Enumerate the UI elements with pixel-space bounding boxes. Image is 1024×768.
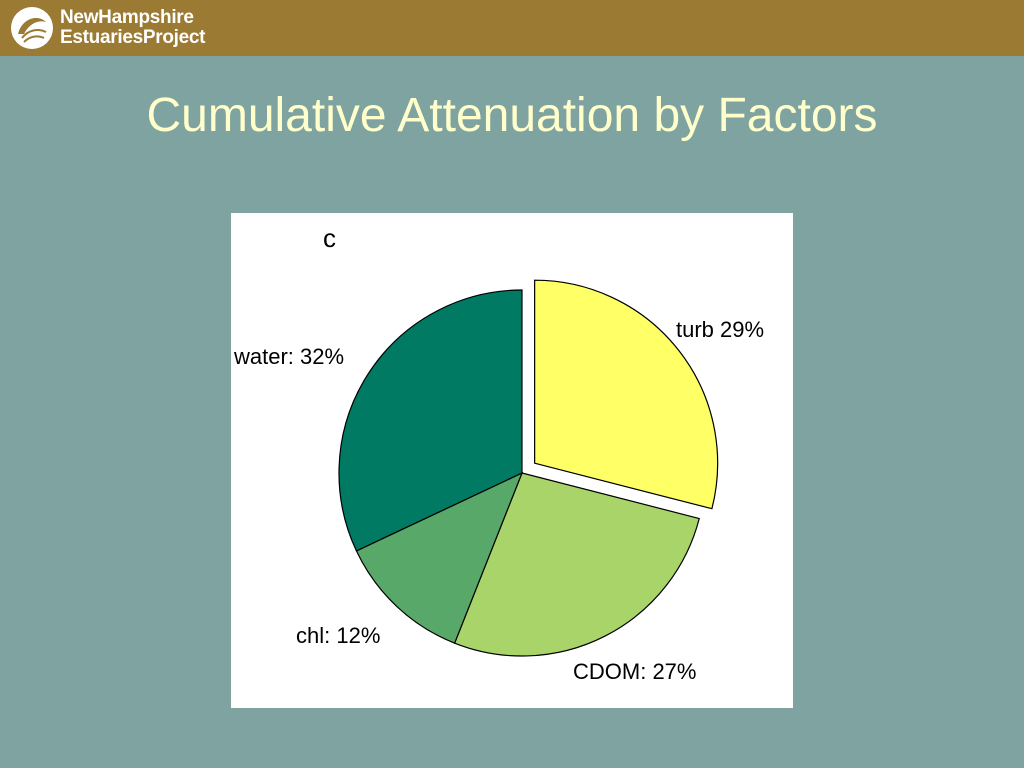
pie-chart-panel: c turb 29% CDOM: 27% chl: 12% water: 32% <box>231 213 793 708</box>
slide-title: Cumulative Attenuation by Factors <box>146 89 878 142</box>
logo[interactable]: NewHampshire EstuariesProject <box>8 4 205 52</box>
slice-label-water: water: 32% <box>234 344 345 369</box>
logo-text: NewHampshire EstuariesProject <box>60 8 205 48</box>
slice-label-chl: chl: 12% <box>296 623 381 648</box>
pie-slice-cdom <box>453 472 700 657</box>
pie-chart <box>338 279 719 657</box>
pie-slice-water <box>338 289 523 552</box>
pie-slice-chl <box>355 471 524 644</box>
shell-logo-icon <box>11 7 53 49</box>
panel-label: c <box>323 223 336 253</box>
slice-label-cdom: CDOM: 27% <box>573 659 697 684</box>
slice-label-turb: turb 29% <box>676 317 765 342</box>
pie-slice-turb <box>534 279 719 510</box>
logo-line-1: NewHampshire <box>60 7 194 28</box>
header-bar: NewHampshire EstuariesProject <box>0 0 1024 56</box>
logo-line-2: EstuariesProject <box>60 27 206 48</box>
